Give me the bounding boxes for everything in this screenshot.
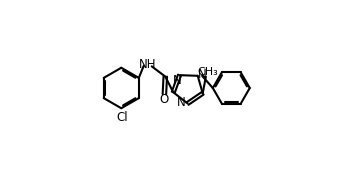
Text: N: N bbox=[177, 96, 186, 109]
Text: NH: NH bbox=[139, 58, 157, 71]
Text: N: N bbox=[173, 74, 182, 87]
Text: Cl: Cl bbox=[116, 111, 128, 124]
Text: N: N bbox=[198, 68, 207, 81]
Text: CH₃: CH₃ bbox=[197, 67, 218, 77]
Text: O: O bbox=[160, 93, 169, 106]
